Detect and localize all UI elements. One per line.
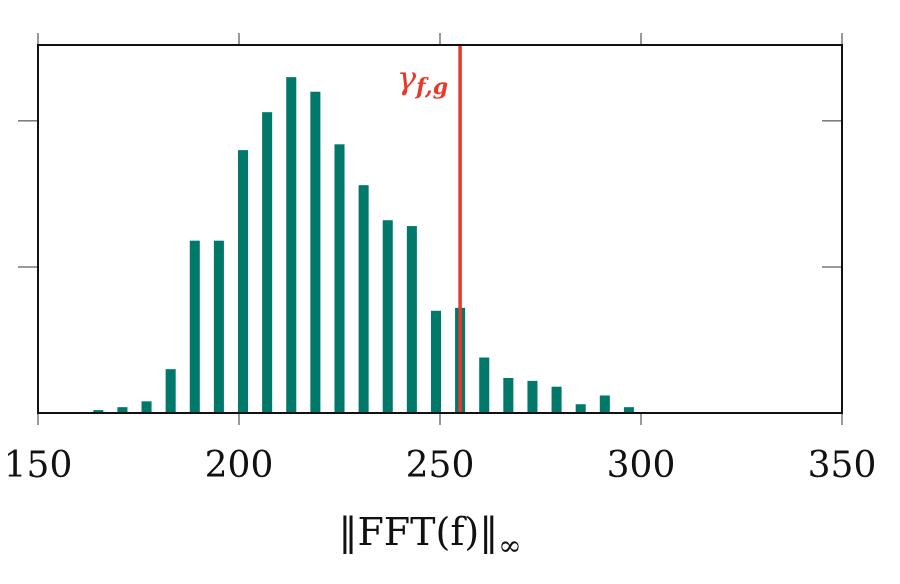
threshold-label-main: γ: [397, 59, 417, 97]
x-tick-label: 250: [406, 445, 475, 486]
bar: [93, 410, 104, 413]
bar: [286, 77, 297, 413]
bar: [479, 357, 490, 413]
bar: [189, 240, 200, 413]
bar: [310, 91, 321, 413]
bar: [213, 240, 224, 413]
bar: [165, 369, 176, 413]
bar: [141, 401, 152, 413]
bar: [599, 395, 610, 413]
bar: [551, 386, 562, 413]
x-axis-label-sub: ∞: [498, 529, 521, 562]
bar: [503, 377, 514, 413]
bar: [406, 226, 417, 413]
bar: [623, 407, 634, 413]
x-tick-label: 150: [4, 445, 73, 486]
plot-frame: [37, 44, 843, 414]
bar: [382, 220, 393, 413]
bar: [237, 150, 249, 413]
bar: [358, 185, 369, 413]
x-tick-label: 350: [808, 445, 877, 486]
bar: [117, 407, 128, 413]
x-axis-label-main: ‖FFT(f)‖: [338, 510, 498, 554]
bar: [575, 404, 586, 413]
bar: [430, 310, 442, 413]
threshold-label: γf,g: [397, 59, 448, 101]
x-tick-label: 200: [205, 445, 274, 486]
x-axis-label: ‖FFT(f)‖∞: [338, 510, 521, 562]
bar: [262, 112, 273, 413]
bar: [334, 144, 345, 414]
x-tick-label: 300: [607, 445, 676, 486]
bar: [527, 380, 538, 413]
threshold-label-sub: f,g: [414, 74, 448, 100]
